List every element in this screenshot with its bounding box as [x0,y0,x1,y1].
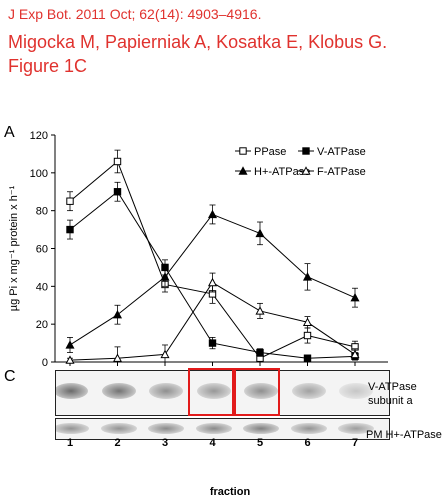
highlight-box-lane-4 [188,368,234,416]
blot-band-pm-h-atpase [290,423,327,434]
data-point-h-atpase [207,209,218,219]
x-axis-label: fraction [209,486,251,498]
lane-number-label: 7 [351,437,359,449]
data-point-h-atpase [112,309,123,319]
blot-band-v-atpase [291,383,326,399]
blot-band-pm-h-atpase [338,423,374,434]
legend-marker-h-atpase [238,166,248,175]
data-point-h-atpase [160,272,170,281]
highlight-box-lane-5 [234,368,280,416]
blot-band-pm-h-atpase [243,423,279,434]
legend-label-f-atpase: F-ATPase [317,166,366,178]
blot-band-pm-h-atpase [195,423,232,434]
activity-line-chart: 0 20 40 60 80 100 120 µg Pi x mg⁻¹ protein x h⁻… [8,130,388,369]
lane-number-label: 6 [304,437,311,449]
y-tick-label: 40 [36,281,48,293]
lane-number-label: 2 [114,437,121,449]
legend-marker-v-atpase [302,147,310,155]
data-point-v-atpase [113,188,122,196]
y-tick-label: 20 [36,319,48,331]
blot-label-pm-h-atpase: PM H+-ATPase [366,429,442,441]
lane-number-label: 4 [209,437,216,449]
blot-label-line2: subunit a [368,395,413,407]
data-point-f-atpase [255,306,265,315]
blot-label-v-atpase: V-ATPase subunit a [368,380,417,408]
y-tick-label: 60 [36,244,48,256]
data-point-v-atpase [256,348,264,357]
blot-band-v-atpase [149,383,183,399]
data-point-f-atpase [160,349,170,359]
lane-number-label: 5 [256,437,264,449]
data-point-h-atpase [302,272,313,281]
figure-authors: Migocka M, Papierniak A, Kosatka E, Klob… [8,30,438,78]
blot-band-v-atpase [196,383,231,399]
data-point-f-atpase [350,349,360,359]
panel-c-letter: C [4,368,16,385]
data-point-v-atpase [208,339,217,347]
panel-a-letter: A [4,124,15,141]
lane-number-label: 1 [66,437,74,449]
legend-marker-f-atpase [301,166,311,175]
data-point-h-atpase [350,292,360,302]
blot-band-v-atpase [101,383,136,399]
data-point-f-atpase [65,355,75,364]
data-point-f-atpase [302,317,313,326]
data-point-v-atpase [303,354,312,362]
data-point-v-atpase [66,225,74,234]
lane-number-label: 3 [161,437,169,449]
data-point-ppase [66,197,74,205]
blot-band-v-atpase [244,383,278,399]
blot-strip-v-atpase [55,370,390,416]
legend-label-v-atpase: V-ATPase [317,146,366,158]
blot-band-pm-h-atpase [56,423,89,434]
data-point-ppase [113,157,122,166]
data-point-f-atpase [112,353,123,362]
blot-band-pm-h-atpase [148,423,184,434]
legend-label-ppase: PPase [254,146,286,158]
data-point-h-atpase [65,340,75,349]
y-tick-label: 100 [30,168,48,180]
blot-band-pm-h-atpase [100,423,137,434]
blot-label-line1: V-ATPase [368,381,417,393]
y-tick-label: 120 [30,130,48,142]
figure-label: Figure 1C [8,56,88,76]
y-axis-label: µg Pi x mg⁻¹ protein x h⁻¹ [8,185,20,311]
data-point-h-atpase [255,228,265,238]
y-tick-label: 0 [42,357,48,369]
y-tick-label: 80 [36,206,48,218]
authors-text: Migocka M, Papierniak A, Kosatka E, Klob… [8,32,388,52]
citation: J Exp Bot. 2011 Oct; 62(14): 4903–4916. [8,6,262,22]
blot-strip-pm-h-atpase [55,418,390,440]
legend-label-h-atpase: H+-ATPase [254,166,310,178]
legend-marker-ppase [239,147,247,155]
data-point-f-atpase [207,277,218,287]
series-line-ppase [69,160,356,359]
blot-band-v-atpase [56,383,88,399]
blot-band-v-atpase [339,383,373,399]
data-point-ppase [303,331,312,340]
